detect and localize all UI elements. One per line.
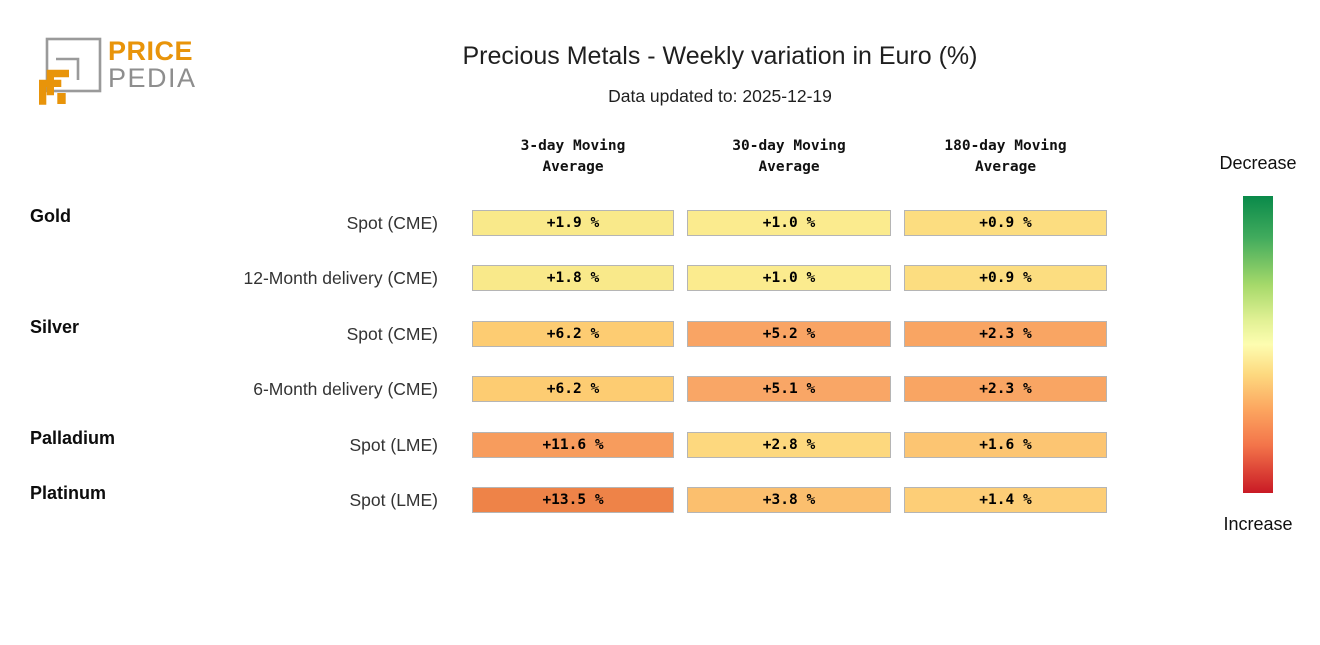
column-header-3day: 3-day Moving Average [472,136,674,178]
column-header-line1: 180-day Moving [944,138,1067,154]
column-header-180day: 180-day Moving Average [904,136,1107,178]
series-label: Spot (CME) [346,324,438,344]
column-header-line2: Average [758,159,820,175]
heatmap-cell: +1.6 % [904,432,1107,458]
table-row: Palladium Spot (LME) +11.6 % +2.8 % +1.6… [0,428,1320,458]
series-label: Spot (LME) [349,490,439,510]
heatmap-cell: +6.2 % [472,321,674,347]
heatmap-cell: +11.6 % [472,432,674,458]
brand-pedia-text: PEDIA [108,63,197,93]
pricepedia-logo: PRICE PEDIA [36,28,197,108]
table-row: Platinum Spot (LME) +13.5 % +3.8 % +1.4 … [0,483,1320,513]
table-row: Gold Spot (CME) +1.9 % +1.0 % +0.9 % [0,206,1320,236]
table-row: 12-Month delivery (CME) +1.8 % +1.0 % +0… [0,265,1320,291]
column-header-30day: 30-day Moving Average [687,136,891,178]
brand-price-text: PRICE [108,36,194,66]
legend-increase-label: Increase [1223,514,1293,534]
heatmap-cell: +1.0 % [687,265,891,291]
heatmap-cell: +2.8 % [687,432,891,458]
heatmap-cell: +0.9 % [904,210,1107,236]
column-header-line2: Average [974,159,1037,175]
legend-gradient-bar [1243,196,1273,493]
metal-group-label: Palladium [30,428,116,448]
heatmap-cell: +2.3 % [904,376,1107,402]
pricepedia-logo-icon [39,37,102,105]
column-header-line1: 30-day Moving [732,138,846,154]
heatmap-cell: +3.8 % [687,487,891,513]
series-label: 12-Month delivery (CME) [243,268,439,288]
data-updated-subtitle: Data updated to: 2025-12-19 [608,86,832,106]
heatmap-cell: +5.2 % [687,321,891,347]
series-label: Spot (CME) [346,213,438,233]
heatmap-cell: +6.2 % [472,376,674,402]
page-title: Precious Metals - Weekly variation in Eu… [462,42,978,70]
heatmap-cell: +2.3 % [904,321,1107,347]
heatmap-cell: +0.9 % [904,265,1107,291]
metal-group-label: Gold [30,206,71,226]
metal-group-label: Platinum [30,483,107,503]
pricepedia-wordmark: PRICE PEDIA [108,38,197,92]
legend-decrease-label: Decrease [1219,153,1297,173]
series-label: Spot (LME) [349,435,439,455]
table-row: Silver Spot (CME) +6.2 % +5.2 % +2.3 % [0,317,1320,347]
heatmap-cell: +1.4 % [904,487,1107,513]
column-header-line2: Average [542,159,604,175]
heatmap-cell: +1.9 % [472,210,674,236]
table-row: 6-Month delivery (CME) +6.2 % +5.1 % +2.… [0,376,1320,402]
heatmap-cell: +5.1 % [687,376,891,402]
column-header-line1: 3-day Moving [520,138,626,154]
metal-group-label: Silver [30,317,80,337]
heatmap-cell: +1.0 % [687,210,891,236]
heatmap-cell: +1.8 % [472,265,674,291]
series-label: 6-Month delivery (CME) [253,379,438,399]
heatmap-cell: +13.5 % [472,487,674,513]
